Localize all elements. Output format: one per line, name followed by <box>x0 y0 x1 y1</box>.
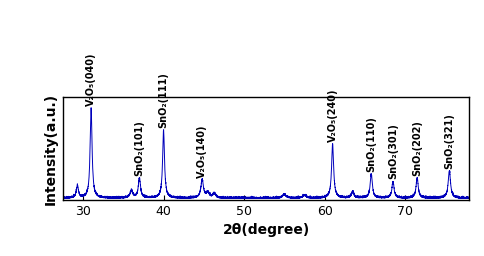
Text: V₂O₅(040): V₂O₅(040) <box>86 52 96 106</box>
Text: V₂O₅(140): V₂O₅(140) <box>197 124 207 178</box>
Text: SnO₂(301): SnO₂(301) <box>388 124 398 179</box>
Text: SnO₂(111): SnO₂(111) <box>159 72 168 128</box>
Text: SnO₂(101): SnO₂(101) <box>135 120 144 176</box>
Y-axis label: Intensity(a.u.): Intensity(a.u.) <box>44 92 58 205</box>
Text: SnO₂(321): SnO₂(321) <box>444 113 454 169</box>
Text: V₂O₅(240): V₂O₅(240) <box>328 89 338 142</box>
X-axis label: 2θ(degree): 2θ(degree) <box>223 223 310 237</box>
Text: SnO₂(110): SnO₂(110) <box>366 116 376 172</box>
Text: SnO₂(202): SnO₂(202) <box>412 120 422 176</box>
